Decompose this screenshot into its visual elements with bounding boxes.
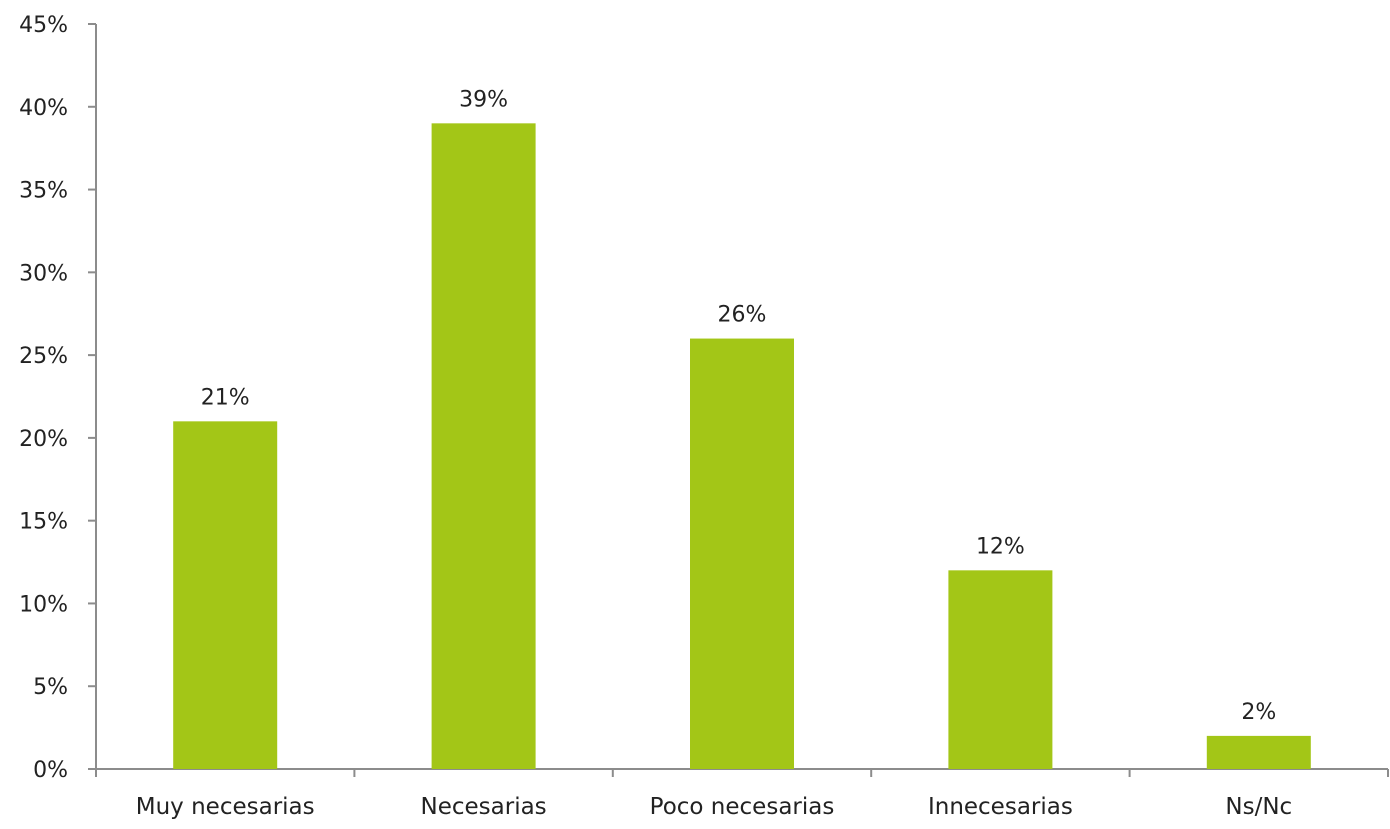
y-tick-label: 20% xyxy=(19,427,68,452)
y-tick-label: 10% xyxy=(19,592,68,617)
bar xyxy=(1206,735,1311,769)
y-tick-label: 40% xyxy=(19,96,68,121)
data-label: 12% xyxy=(976,534,1025,559)
data-label: 2% xyxy=(1241,700,1276,725)
y-tick-label: 30% xyxy=(19,261,68,286)
bar xyxy=(690,338,794,769)
data-label: 21% xyxy=(201,385,250,410)
data-labels: 21% 39% 26% 12% 2% xyxy=(201,87,1277,725)
y-tick-label: 45% xyxy=(19,13,68,38)
y-tick-label: 25% xyxy=(19,344,68,369)
bar xyxy=(948,570,1053,769)
y-tick-label: 5% xyxy=(33,675,68,700)
y-tick-label: 35% xyxy=(19,179,68,204)
data-label: 26% xyxy=(718,303,767,328)
y-axis: 0% 5% 10% 15% 20% 25% 30% 35% 40% 45% xyxy=(19,13,97,783)
y-tick-label: 15% xyxy=(19,510,68,535)
y-tick-label: 0% xyxy=(33,758,68,783)
x-category-label: Necesarias xyxy=(421,794,547,820)
bars xyxy=(173,123,1311,770)
x-category-label: Muy necesarias xyxy=(136,794,315,820)
x-category-label: Innecesarias xyxy=(928,794,1073,820)
x-category-label: Poco necesarias xyxy=(650,794,835,820)
bar xyxy=(173,421,278,769)
x-axis: Muy necesarias Necesarias Poco necesarias I… xyxy=(96,768,1389,820)
x-category-label: Ns/Nc xyxy=(1225,794,1292,820)
data-label: 39% xyxy=(459,87,508,112)
bar xyxy=(431,123,536,770)
